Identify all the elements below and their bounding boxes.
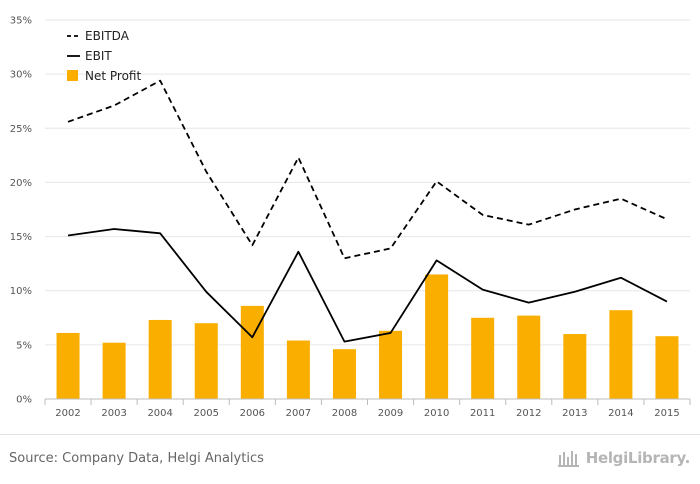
- bar-net-profit: [240, 305, 264, 399]
- y-tick-label: 20%: [10, 178, 32, 189]
- legend: EBITDA EBIT Net Profit: [67, 29, 141, 83]
- y-tick-label: 15%: [10, 232, 32, 243]
- line-ebitda: [67, 79, 668, 260]
- line-ebit: [67, 228, 668, 343]
- x-tick-label: 2005: [194, 408, 219, 419]
- brand-logo: HelgiLibrary.: [557, 449, 691, 467]
- bar-net-profit: [609, 310, 633, 399]
- x-tick-label: 2004: [147, 408, 172, 419]
- bar-net-profit: [286, 340, 310, 399]
- line-series: [67, 79, 668, 343]
- bar-net-profit: [471, 317, 495, 399]
- legend-label-ebit: EBIT: [85, 49, 112, 63]
- x-tick-label: 2012: [516, 408, 541, 419]
- y-tick-label: 25%: [10, 124, 32, 135]
- x-tick-label: 2013: [562, 408, 587, 419]
- net-profit-bars: [56, 274, 679, 399]
- y-tick-label: 5%: [16, 340, 32, 351]
- gridlines: [45, 19, 690, 346]
- y-tick-label: 35%: [10, 16, 32, 27]
- library-icon: [557, 451, 579, 467]
- x-tick-label: 2008: [332, 408, 357, 419]
- chart: 0%5%10%15%20%25%30%35% 2002 2003 2004 2005 2…: [10, 16, 691, 419]
- bar-net-profit: [56, 332, 80, 399]
- legend-swatch-net-profit: [67, 70, 78, 81]
- bar-net-profit: [148, 319, 172, 399]
- legend-label-ebitda: EBITDA: [85, 29, 130, 43]
- footer: Source: Company Data, Helgi Analytics He…: [0, 434, 700, 484]
- x-tick-label: 2006: [240, 408, 265, 419]
- x-tick-label: 2003: [101, 408, 126, 419]
- x-tick-label: 2002: [55, 408, 80, 419]
- bar-net-profit: [332, 349, 356, 399]
- x-tick-label: 2014: [608, 408, 633, 419]
- bar-net-profit: [102, 342, 126, 399]
- bar-net-profit: [517, 315, 541, 399]
- bar-net-profit: [194, 323, 218, 399]
- y-tick-label: 0%: [16, 395, 32, 406]
- x-tick-label: 2007: [286, 408, 311, 419]
- x-axis: 2002 2003 2004 2005 2006 2007 2008 2009 2010 2011…: [44, 398, 691, 419]
- bar-net-profit: [655, 336, 679, 399]
- y-axis: 0% 5% 10% 15% 20% 25% 30% 35%: [10, 16, 32, 406]
- x-tick-label: 2010: [424, 408, 449, 419]
- legend-label-net-profit: Net Profit: [85, 69, 141, 83]
- source-text: Source: Company Data, Helgi Analytics: [9, 451, 264, 466]
- y-tick-label: 30%: [10, 70, 32, 81]
- x-tick-label: 2011: [470, 408, 495, 419]
- x-tick-label: 2015: [654, 408, 679, 419]
- brand-text: HelgiLibrary.: [585, 449, 691, 467]
- x-tick-label: 2009: [378, 408, 403, 419]
- bar-net-profit: [563, 334, 587, 399]
- y-tick-label: 10%: [10, 286, 32, 297]
- bar-net-profit: [379, 330, 403, 399]
- bar-net-profit: [425, 274, 449, 399]
